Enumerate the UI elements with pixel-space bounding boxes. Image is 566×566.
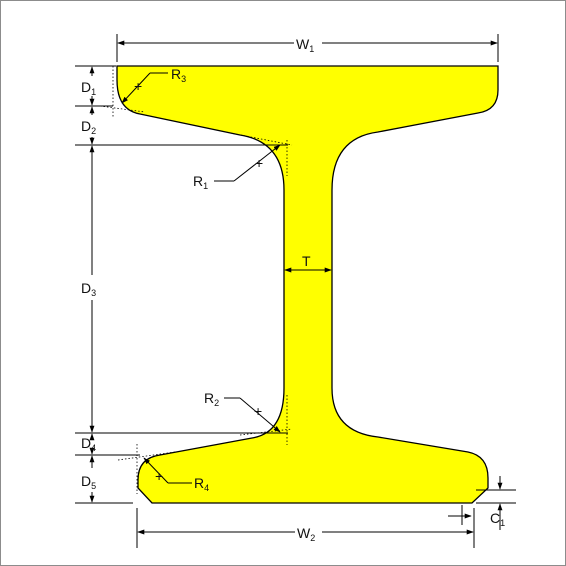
d1-label: D1: [81, 79, 96, 97]
r1-callout: + R1: [193, 144, 281, 191]
t-label: T: [302, 253, 311, 269]
t-dimension: T: [283, 253, 333, 288]
d3-label: D3: [81, 280, 96, 298]
d5-label: D5: [81, 473, 96, 491]
d3-dimension: D3: [81, 145, 96, 433]
r3-label: R3: [171, 66, 186, 84]
r3-callout: + R3: [121, 66, 186, 104]
d4-label: D4: [81, 435, 96, 453]
extension-lines: [75, 34, 516, 548]
c1-dimension: C1: [448, 476, 505, 530]
w2-dimension: W2: [137, 525, 474, 543]
d4-dimension: D4: [81, 433, 96, 455]
r4-callout: + R4: [143, 457, 209, 493]
w1-dimension: W1: [117, 36, 498, 54]
svg-text:+: +: [254, 403, 262, 419]
r1-label: R1: [193, 173, 208, 191]
d2-label: D2: [81, 118, 96, 136]
svg-text:+: +: [134, 78, 142, 94]
c1-label: C1: [490, 510, 505, 528]
d5-dimension: D5: [81, 455, 96, 503]
w1-label: W1: [296, 36, 314, 54]
d2-dimension: D2: [81, 106, 96, 145]
d1-dimension: D1: [81, 66, 96, 106]
r2-label: R2: [204, 390, 219, 408]
svg-text:+: +: [255, 155, 263, 171]
w2-label: W2: [297, 525, 315, 543]
r2-callout: + R2: [204, 390, 281, 433]
r4-label: R4: [194, 475, 209, 493]
construction-lines: [99, 66, 293, 494]
rail-cross-section: [116, 65, 499, 504]
svg-text:+: +: [155, 468, 163, 484]
